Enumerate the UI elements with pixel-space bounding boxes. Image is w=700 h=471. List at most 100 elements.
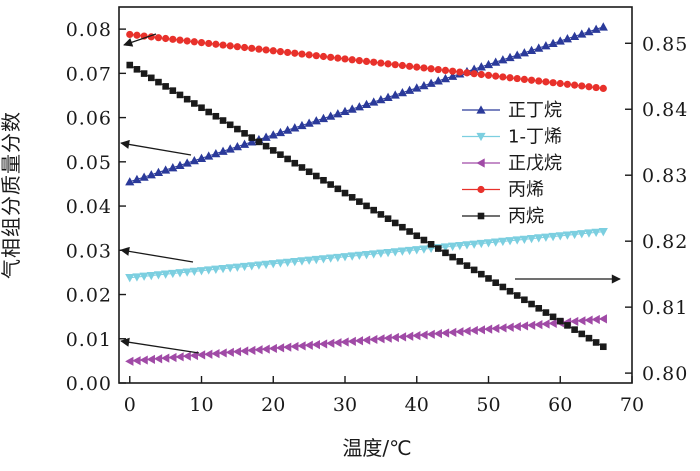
annotation-arrows xyxy=(120,33,621,354)
data-point xyxy=(535,305,543,312)
tick-layer: 0 10 20 30 40 50 60 70 0.00 0.01 0.02 0.03 0.04 0.05 0… xyxy=(66,19,688,416)
data-point xyxy=(225,144,235,153)
y-left-tick-label: 0.06 xyxy=(66,108,112,130)
legend-marker xyxy=(476,158,485,168)
data-point xyxy=(240,43,249,52)
data-point xyxy=(126,30,134,39)
data-point xyxy=(440,328,450,338)
data-point xyxy=(369,334,378,345)
data-point xyxy=(513,292,521,299)
data-point xyxy=(405,62,414,70)
data-point xyxy=(519,235,529,244)
data-point xyxy=(204,151,214,160)
data-point xyxy=(168,352,177,363)
data-point xyxy=(269,47,277,55)
data-point xyxy=(182,268,192,277)
data-point xyxy=(448,327,457,337)
data-point xyxy=(189,156,199,165)
data-point xyxy=(592,83,600,92)
data-point xyxy=(498,237,508,247)
data-point xyxy=(212,112,220,120)
data-point xyxy=(470,266,478,274)
data-point xyxy=(427,65,435,73)
data-point xyxy=(348,56,356,64)
data-point xyxy=(183,95,191,103)
data-point xyxy=(211,265,221,274)
data-point xyxy=(239,139,250,148)
data-point xyxy=(419,80,429,90)
data-point xyxy=(162,34,170,43)
data-point xyxy=(404,331,414,341)
data-point xyxy=(484,71,493,79)
x-axis-title: 温度/℃ xyxy=(342,436,411,460)
data-point xyxy=(564,322,571,329)
legend-label: 正丁烷 xyxy=(508,100,562,121)
data-point xyxy=(298,164,306,171)
data-point xyxy=(304,256,314,265)
data-point xyxy=(527,76,536,84)
y-left-tick-label: 0.08 xyxy=(66,19,112,41)
data-point xyxy=(290,341,299,352)
data-point xyxy=(262,46,270,54)
data-point xyxy=(528,300,535,308)
data-point xyxy=(535,77,543,85)
data-point xyxy=(585,334,593,342)
data-point xyxy=(161,270,171,279)
data-point xyxy=(476,239,486,249)
data-point xyxy=(477,70,485,79)
data-point xyxy=(318,255,329,264)
data-point xyxy=(189,267,199,277)
legend-label: 丙烯 xyxy=(508,180,544,201)
data-point xyxy=(125,274,135,283)
x-tick-label: 10 xyxy=(189,394,213,416)
data-point xyxy=(383,333,392,343)
data-point xyxy=(197,39,206,47)
data-point xyxy=(390,332,399,343)
data-point xyxy=(326,338,335,348)
data-point xyxy=(427,240,435,248)
data-point xyxy=(463,262,471,269)
data-point xyxy=(448,71,458,80)
data-point xyxy=(247,345,256,355)
data-point xyxy=(599,84,607,92)
data-point xyxy=(449,253,456,261)
data-point xyxy=(146,354,155,364)
data-point xyxy=(198,104,205,112)
x-tick-label: 70 xyxy=(620,394,644,416)
data-point xyxy=(225,264,235,273)
data-point xyxy=(478,270,485,278)
legend-marker xyxy=(477,212,485,220)
legend-marker xyxy=(476,132,486,142)
data-point xyxy=(463,69,471,77)
data-point xyxy=(369,97,379,106)
data-point xyxy=(284,155,291,163)
data-point xyxy=(512,50,522,59)
data-point xyxy=(262,142,270,150)
data-point xyxy=(190,38,198,46)
data-point xyxy=(455,327,464,337)
y-left-tick-label: 0.05 xyxy=(66,152,112,174)
data-point xyxy=(311,339,320,350)
data-point xyxy=(448,242,458,251)
data-point xyxy=(563,80,572,88)
data-point xyxy=(139,172,149,181)
y-left-tick-label: 0.04 xyxy=(66,196,112,218)
data-point xyxy=(326,254,336,263)
data-point xyxy=(469,64,479,73)
y-right-tick-label: 0.85 xyxy=(642,33,688,55)
data-point xyxy=(491,57,501,66)
data-point xyxy=(132,356,141,366)
series-4 xyxy=(126,30,607,92)
data-point xyxy=(183,37,191,45)
data-point xyxy=(196,267,207,276)
data-point xyxy=(377,211,385,218)
data-point xyxy=(426,329,435,339)
data-point xyxy=(305,51,313,59)
data-point xyxy=(491,238,501,247)
data-point xyxy=(176,91,184,99)
data-point xyxy=(232,263,242,272)
data-point xyxy=(297,257,307,266)
data-point xyxy=(312,52,320,60)
data-point xyxy=(578,330,586,338)
data-point xyxy=(146,170,156,179)
